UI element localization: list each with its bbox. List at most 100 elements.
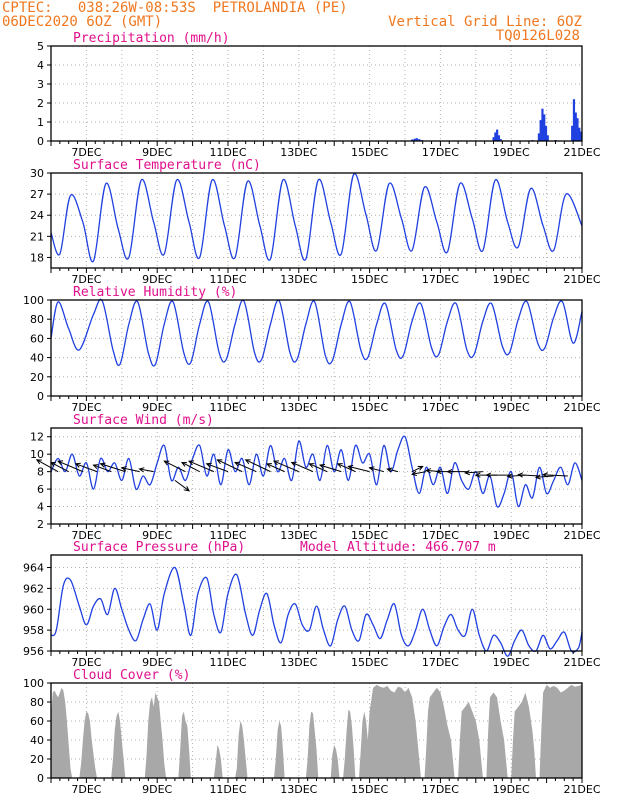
precipitation-bar	[574, 112, 577, 141]
wind-arrow-head	[244, 459, 251, 465]
wind-arrow-head	[435, 469, 442, 475]
wind-arrow-shaft	[319, 464, 342, 473]
wind-arrow-shaft	[266, 463, 285, 473]
rh-title: Relative Humidity (%)	[73, 285, 237, 300]
wind-arrow-shaft	[535, 475, 554, 478]
wind-arrow-shaft	[100, 463, 126, 473]
pressure-annotation: Model Altitude: 466.707 m	[300, 540, 496, 555]
wind-arrow-shaft	[245, 459, 271, 473]
wind-arrow-head	[474, 472, 481, 478]
x-tick-label: 11DEC	[209, 529, 246, 542]
x-tick-label: 13DEC	[280, 401, 317, 414]
wind-arrow-shaft	[188, 460, 215, 473]
x-tick-label: 17DEC	[422, 656, 459, 669]
wind-arrow-shaft	[411, 465, 423, 473]
x-tick-label: 15DEC	[351, 783, 388, 796]
y-tick-label: 80	[30, 313, 44, 326]
x-tick-label: 7DEC	[71, 146, 101, 159]
precipitation-bar	[578, 127, 581, 141]
y-tick-label: 0	[37, 135, 44, 148]
y-tick-label: 40	[30, 734, 44, 747]
precipitation-bar	[411, 139, 414, 141]
wind-arrow-head	[99, 462, 106, 468]
wind-arrow-head	[92, 464, 99, 470]
wind-arrow-shaft	[291, 462, 314, 473]
wind-arrow-shaft	[93, 464, 112, 473]
y-tick-label: 10	[30, 448, 44, 461]
x-tick-label: 21DEC	[563, 401, 600, 414]
wind-arrow-shaft	[387, 468, 399, 473]
x-tick-label: 19DEC	[493, 273, 530, 286]
wind-arrow-head	[506, 473, 513, 479]
wind-title: Surface Wind (m/s)	[73, 413, 214, 428]
y-tick-label: 962	[23, 582, 44, 595]
y-tick-label: 958	[23, 624, 44, 637]
x-tick-label: 9DEC	[142, 529, 172, 542]
wind-arrow-head	[318, 463, 326, 469]
precipitation-bar	[415, 138, 418, 141]
y-tick-label: 0	[37, 390, 44, 403]
precipitation-bar	[494, 132, 497, 141]
wind-arrow-head	[347, 464, 354, 470]
y-tick-label: 20	[30, 371, 44, 384]
wind-arrow-shaft	[139, 468, 154, 473]
wind-arrow-head	[184, 486, 190, 492]
wind-arrow-head	[534, 474, 541, 480]
precipitation-bar	[492, 137, 495, 141]
x-tick-label: 9DEC	[142, 401, 172, 414]
wind-arrow-shaft	[234, 462, 257, 473]
precipitation-bar	[576, 118, 579, 141]
y-tick-label: 2	[37, 97, 44, 110]
wind-arrow-shaft	[181, 462, 200, 473]
run-code-label: TQ0126L028	[495, 28, 580, 44]
temp-series-line	[50, 173, 583, 263]
x-tick-label: 13DEC	[280, 273, 317, 286]
y-tick-label: 27	[30, 188, 44, 201]
wind-arrow-head	[138, 467, 145, 473]
vertical-grid-label: Vertical Grid Line: 6OZ	[388, 14, 582, 30]
x-tick-label: 21DEC	[563, 273, 600, 286]
wind-arrow-head	[368, 466, 375, 472]
x-tick-label: 13DEC	[280, 656, 317, 669]
precipitation-bar	[497, 135, 501, 141]
y-tick-label: 4	[37, 59, 44, 72]
temp-title: Surface Temperature (nC)	[73, 158, 261, 173]
x-tick-label: 19DEC	[493, 656, 530, 669]
x-tick-label: 15DEC	[351, 529, 388, 542]
wind-arrow-shaft	[543, 474, 568, 477]
pressure-series-line	[50, 566, 583, 657]
precipitation-bar	[546, 135, 549, 141]
pressure-panel-frame	[50, 554, 583, 652]
x-tick-label: 13DEC	[280, 529, 317, 542]
wind-arrow-shaft	[174, 479, 190, 492]
wind-arrow-shaft	[369, 467, 384, 473]
x-tick-label: 17DEC	[422, 401, 459, 414]
precip-panel-frame	[50, 45, 583, 142]
x-tick-label: 19DEC	[493, 783, 530, 796]
x-tick-label: 15DEC	[351, 401, 388, 414]
x-tick-label: 15DEC	[351, 273, 388, 286]
x-tick-label: 9DEC	[142, 146, 172, 159]
x-tick-label: 7DEC	[71, 529, 101, 542]
wind-series-line	[50, 435, 583, 508]
wind-arrow-head	[485, 472, 492, 478]
wind-arrow-shaft	[121, 467, 140, 473]
wind-arrow-head	[446, 469, 453, 475]
precipitation-bar	[413, 138, 416, 141]
wind-arrow-shaft	[337, 463, 356, 473]
precipitation-bar	[544, 125, 548, 141]
precipitation-bar	[572, 99, 576, 141]
run-date-label: 06DEC2020 6OZ (GMT)	[2, 14, 163, 30]
wind-arrow-shaft	[465, 471, 483, 474]
x-tick-label: 11DEC	[209, 656, 246, 669]
wind-arrow-head	[163, 460, 170, 466]
wind-arrow-head	[386, 467, 393, 473]
y-tick-label: 5	[37, 40, 44, 53]
x-tick-label: 21DEC	[563, 529, 600, 542]
wind-arrow-head	[417, 465, 424, 471]
x-tick-label: 17DEC	[422, 273, 459, 286]
wind-arrow-head	[180, 461, 187, 467]
precipitation-bar	[499, 139, 502, 141]
x-tick-label: 11DEC	[209, 146, 246, 159]
